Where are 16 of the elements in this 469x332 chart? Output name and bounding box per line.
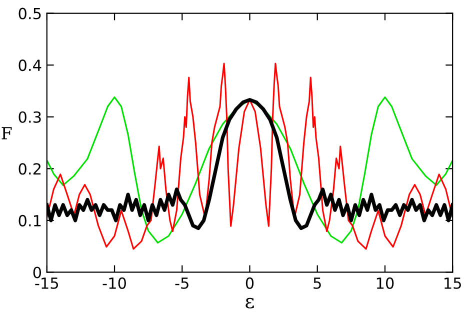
- y-tick-label: 0.1: [18, 214, 41, 226]
- x-tick-label: 10: [376, 277, 394, 289]
- y-tick-label: 0: [33, 266, 42, 278]
- y-axis-title: F: [2, 127, 12, 140]
- y-tick-label: 0.2: [18, 163, 41, 175]
- x-tick-label: 15: [444, 278, 461, 289]
- y-tick-label: 0.3: [18, 111, 41, 123]
- x-tick-label: 5: [314, 278, 321, 289]
- x-tick-label: -15: [35, 278, 58, 289]
- x-axis-title: ε: [246, 298, 254, 308]
- y-tick-label: 0.4: [18, 60, 42, 72]
- x-tick-label: -5: [175, 278, 188, 289]
- line-series: [46, 62, 453, 250]
- y-tick-label: 0.5: [18, 8, 41, 20]
- x-tick-label: 0: [246, 277, 254, 289]
- x-tick-label: -10: [102, 277, 126, 289]
